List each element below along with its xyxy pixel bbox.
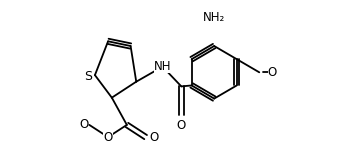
Text: NH₂: NH₂ [203, 11, 225, 24]
Text: O: O [104, 131, 113, 144]
Text: O: O [177, 119, 186, 132]
Text: O: O [79, 118, 88, 131]
Text: O: O [149, 131, 158, 144]
Text: S: S [84, 70, 92, 83]
Text: O: O [268, 66, 277, 79]
Text: NH: NH [154, 60, 171, 73]
